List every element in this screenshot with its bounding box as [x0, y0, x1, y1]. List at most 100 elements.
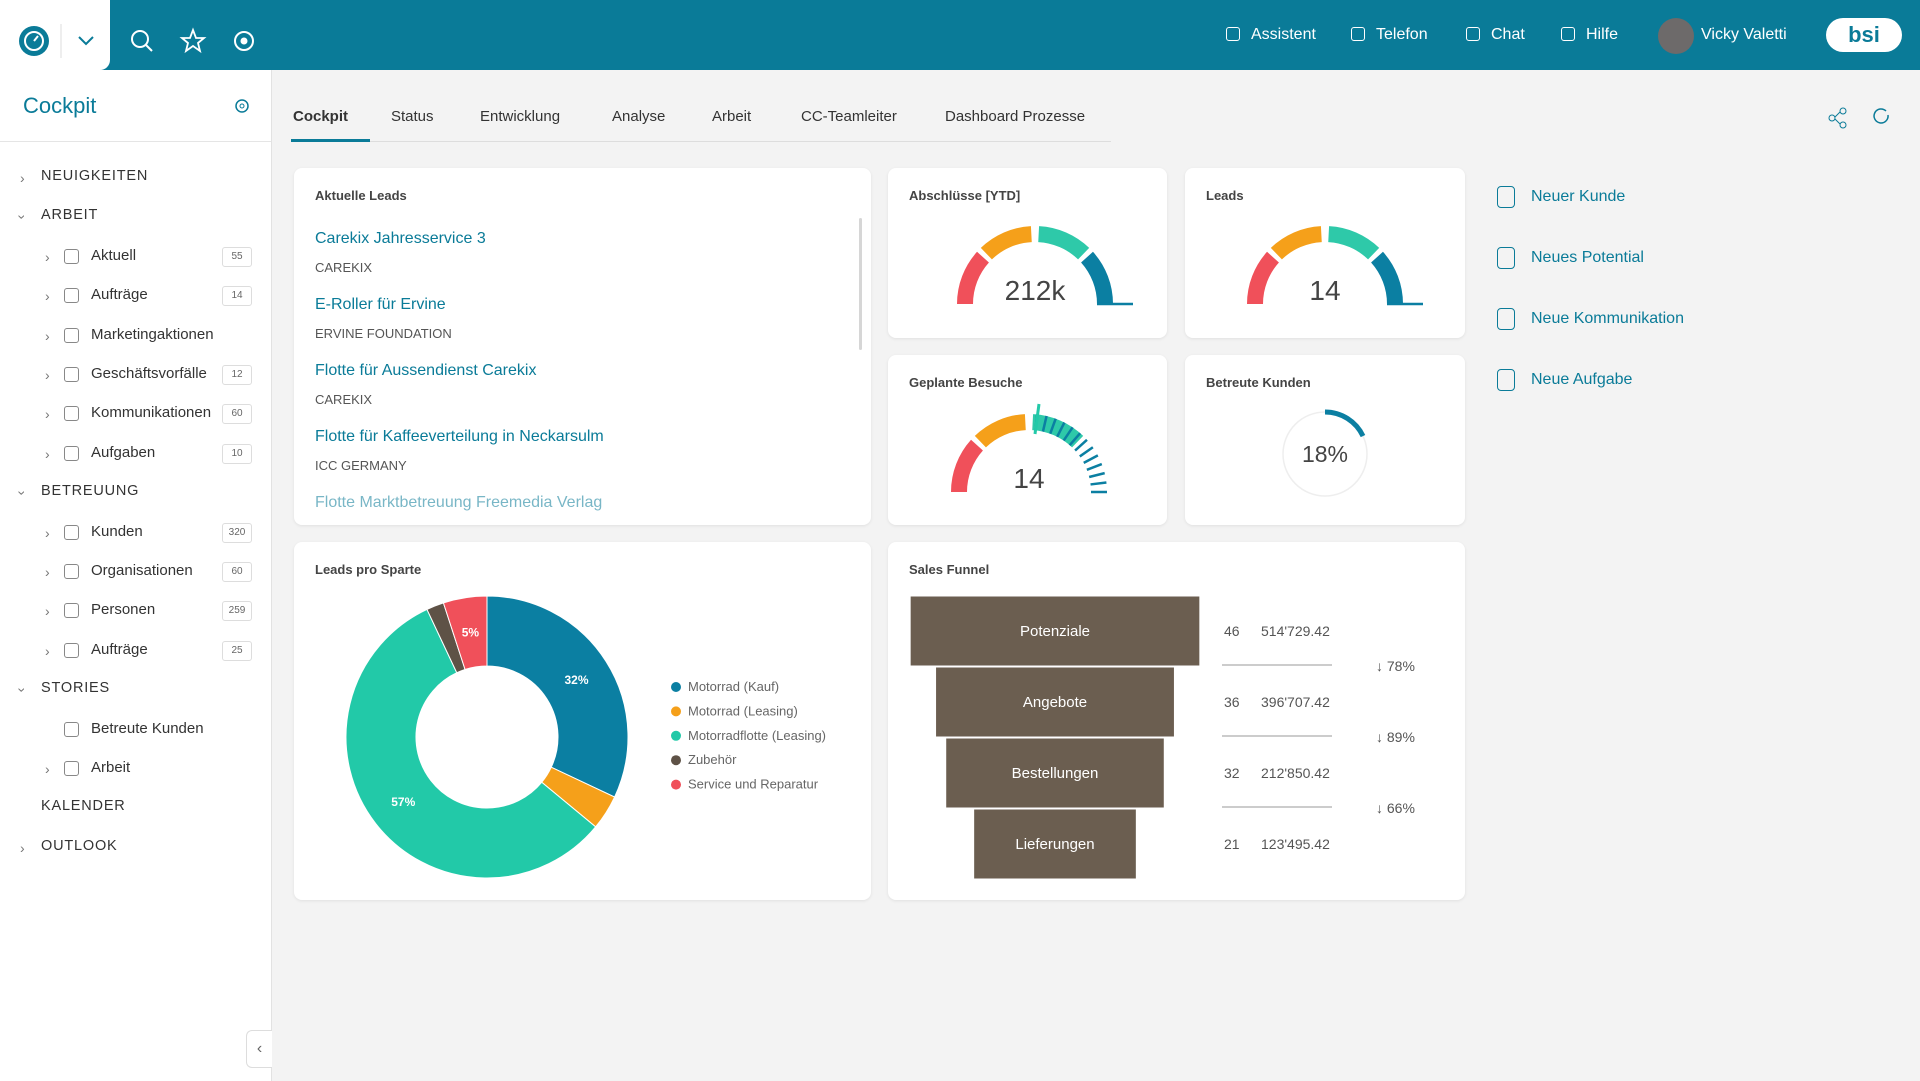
count-badge: 55 [222, 246, 252, 267]
header [0, 0, 1920, 70]
legend-label: Motorradflotte (Leasing) [688, 728, 826, 743]
count-badge: 60 [222, 562, 252, 582]
chevron: › [45, 642, 50, 659]
item-label[interactable]: Kunden [91, 522, 143, 540]
item-label[interactable]: Geschäftsvorfälle [91, 365, 207, 382]
item-label[interactable]: Organisationen [91, 562, 193, 579]
collapse-button[interactable]: ‹ [246, 1030, 272, 1068]
nav-item[interactable]: Assistent [1251, 26, 1316, 43]
gauge-card [1185, 168, 1465, 338]
lead-title[interactable]: Flotte Marktbetreuung Freemedia Verlag [315, 494, 603, 511]
item-label[interactable]: Aufträge [91, 286, 148, 304]
funnel-stage: Bestellungen [1012, 765, 1099, 782]
chevron: › [45, 288, 50, 305]
tab[interactable]: Dashboard Prozesse [945, 108, 1086, 125]
tab-underline [291, 139, 370, 142]
action-link[interactable]: Neues Potential [1531, 249, 1644, 266]
lead-title[interactable]: Carekix Jahresservice 3 [315, 230, 486, 247]
legend-label: Motorrad (Leasing) [688, 703, 798, 718]
funnel-count: 46 [1224, 623, 1240, 639]
count-badge: 60 [222, 404, 252, 425]
section-label[interactable]: ARBEIT [41, 207, 99, 224]
item-label[interactable]: Marketingaktionen [91, 325, 214, 343]
tab[interactable]: Entwicklung [480, 108, 561, 125]
item-label[interactable]: Aktuell [91, 246, 137, 264]
action-link[interactable]: Neue Aufgabe [1531, 371, 1633, 388]
legend-swatch [671, 706, 681, 717]
item-label[interactable]: Arbeit [91, 759, 131, 776]
gauge-segment [1270, 226, 1323, 260]
gauge-segment [980, 226, 1033, 260]
chevron: › [45, 761, 50, 777]
ring-value: 18% [1302, 441, 1348, 467]
chevron: › [20, 170, 25, 186]
item-label[interactable]: Personen [91, 601, 156, 619]
gauge-segment [1247, 251, 1280, 305]
settings-icon[interactable] [232, 96, 252, 116]
count-badge: 10 [222, 443, 252, 464]
sidebar-title: Cockpit [23, 93, 97, 118]
count-badge: 12 [222, 365, 252, 385]
funnel-amount: 212'850.42 [1261, 765, 1330, 781]
funnel-conversion: ↓ 78% [1376, 658, 1415, 674]
ring-arc [1324, 409, 1366, 438]
gauge-tick [1088, 471, 1105, 479]
gauge-value: 212k [1005, 275, 1067, 306]
nav-item[interactable]: Telefon [1376, 26, 1428, 43]
item-label[interactable]: Kommunikationen [91, 404, 212, 422]
tab-tools[interactable] [1828, 106, 1898, 130]
legend-swatch [671, 779, 681, 790]
gauge-segment [1080, 251, 1113, 305]
item-label[interactable]: Betreute Kunden [91, 719, 204, 737]
funnel-bar [909, 595, 1201, 667]
chevron: › [45, 564, 50, 580]
funnel-amount: 396'707.42 [1261, 694, 1330, 710]
legend-swatch [671, 682, 681, 692]
funnel-stage: Angebote [1023, 694, 1087, 711]
legend-label: Motorrad (Kauf) [688, 679, 779, 694]
item-icon [64, 367, 79, 382]
funnel-count: 36 [1224, 694, 1240, 710]
gauge-tick [1062, 426, 1074, 442]
item-label[interactable]: Aufträge [91, 640, 148, 658]
chevron: › [45, 406, 50, 423]
section-label[interactable]: STORIES [41, 680, 110, 697]
legend-swatch [671, 755, 681, 766]
action-link[interactable]: Neue Kommunikation [1531, 310, 1684, 327]
count-badge: 14 [222, 286, 252, 307]
nav-icon [1351, 27, 1365, 41]
action-link[interactable]: Neuer Kunde [1531, 188, 1626, 205]
legend-swatch [671, 730, 681, 741]
scrollbar [859, 218, 862, 350]
gauge-card [888, 168, 1167, 338]
tab[interactable]: Arbeit [712, 108, 752, 125]
legend-label: Service und Reparatur [688, 777, 819, 792]
funnel-bar [973, 808, 1137, 880]
tab[interactable]: Cockpit [293, 108, 349, 125]
item-label[interactable]: Aufgaben [91, 443, 156, 461]
action-icon [1497, 186, 1515, 208]
tab[interactable]: Analyse [612, 108, 666, 125]
lead-title[interactable]: Flotte für Aussendienst Carekix [315, 362, 537, 379]
action-icon [1497, 369, 1515, 391]
tab[interactable]: Status [391, 108, 434, 125]
app-switcher[interactable] [0, 0, 110, 70]
lead-company: ICC GERMANY [315, 458, 407, 473]
section-label[interactable]: BETREUUNG [41, 483, 140, 500]
section-label[interactable]: OUTLOOK [41, 837, 118, 854]
gauge-segment [1370, 251, 1403, 305]
gauge-tick [1056, 421, 1066, 438]
user-name[interactable]: Vicky Valetti [1701, 26, 1787, 43]
nav-icon [1226, 27, 1240, 41]
nav-item[interactable]: Chat [1491, 26, 1525, 43]
nav-item[interactable]: Hilfe [1586, 26, 1619, 43]
gauge-segment [957, 251, 990, 305]
tab[interactable]: CC-Teamleiter [801, 108, 897, 125]
lead-title[interactable]: E-Roller für Ervine [315, 296, 446, 313]
section-label[interactable]: KALENDER [41, 798, 126, 815]
section-label[interactable]: NEUIGKEITEN [41, 168, 149, 184]
funnel-stage: Potenziale [1020, 623, 1090, 640]
lead-title[interactable]: Flotte für Kaffeeverteilung in Neckarsul… [315, 428, 604, 445]
header-tools[interactable] [125, 25, 255, 57]
